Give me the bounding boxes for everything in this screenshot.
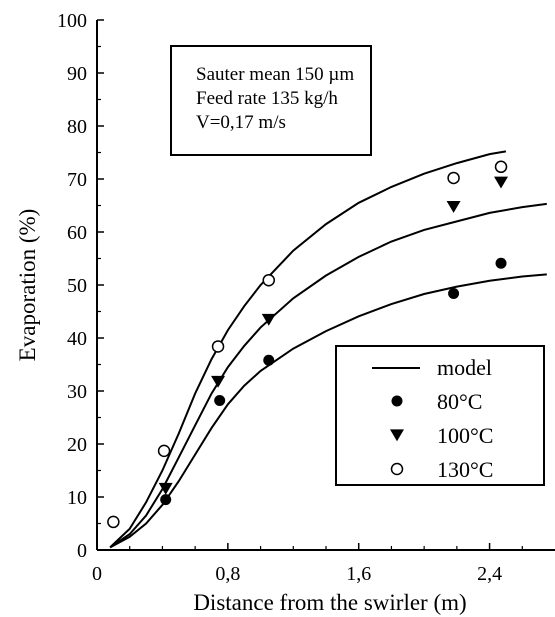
legend-label: 130°C	[437, 457, 493, 482]
legend-label: 80°C	[437, 389, 482, 414]
data-point-1	[211, 375, 226, 388]
model-curve-2	[109, 150, 507, 549]
data-point-1	[261, 313, 276, 326]
y-tick-label: 70	[67, 169, 87, 191]
annotation-box	[170, 45, 372, 156]
model-curve-0	[109, 273, 547, 549]
y-tick-label: 20	[67, 434, 87, 456]
y-tick-label: 0	[77, 540, 87, 562]
y-tick-label: 40	[67, 328, 87, 350]
y-tick-label: 50	[67, 275, 87, 297]
data-point-2	[157, 444, 171, 458]
annotation-line: V=0,17 m/s	[196, 112, 286, 133]
data-point-0	[263, 354, 275, 366]
y-tick-label: 30	[67, 381, 87, 403]
data-point-0	[495, 257, 507, 269]
x-tick-label: 2,4	[477, 563, 502, 585]
x-tick-label: 0	[92, 563, 102, 585]
data-point-2	[494, 160, 508, 174]
y-tick-label: 80	[67, 116, 87, 138]
data-point-1	[446, 200, 461, 213]
data-point-1	[158, 482, 173, 495]
x-tick-label: 0,8	[215, 563, 240, 585]
y-axis-title: Evaporation (%)	[15, 209, 40, 362]
legend-symbol	[391, 395, 403, 407]
data-point-0	[214, 395, 226, 407]
legend-symbol	[390, 462, 404, 476]
annotation-line: Sauter mean 150 µm	[196, 64, 354, 85]
data-point-0	[160, 494, 172, 506]
y-tick-label: 90	[67, 63, 87, 85]
data-point-1	[494, 176, 509, 189]
annotation-line: Feed rate 135 kg/h	[196, 88, 338, 109]
legend-box	[335, 345, 545, 486]
x-axis-title: Distance from the swirler (m)	[193, 590, 466, 615]
data-point-2	[447, 171, 460, 185]
data-point-0	[448, 287, 460, 299]
data-point-2	[107, 515, 120, 529]
legend-symbol	[390, 429, 404, 442]
legend-label: model	[437, 355, 492, 380]
data-point-2	[211, 340, 225, 353]
y-tick-label: 10	[67, 487, 87, 509]
data-point-2	[262, 273, 275, 287]
y-tick-label: 60	[67, 222, 87, 244]
y-tick-label: 100	[57, 10, 87, 32]
x-tick-label: 1,6	[346, 563, 371, 585]
legend-label: 100°C	[437, 423, 493, 448]
